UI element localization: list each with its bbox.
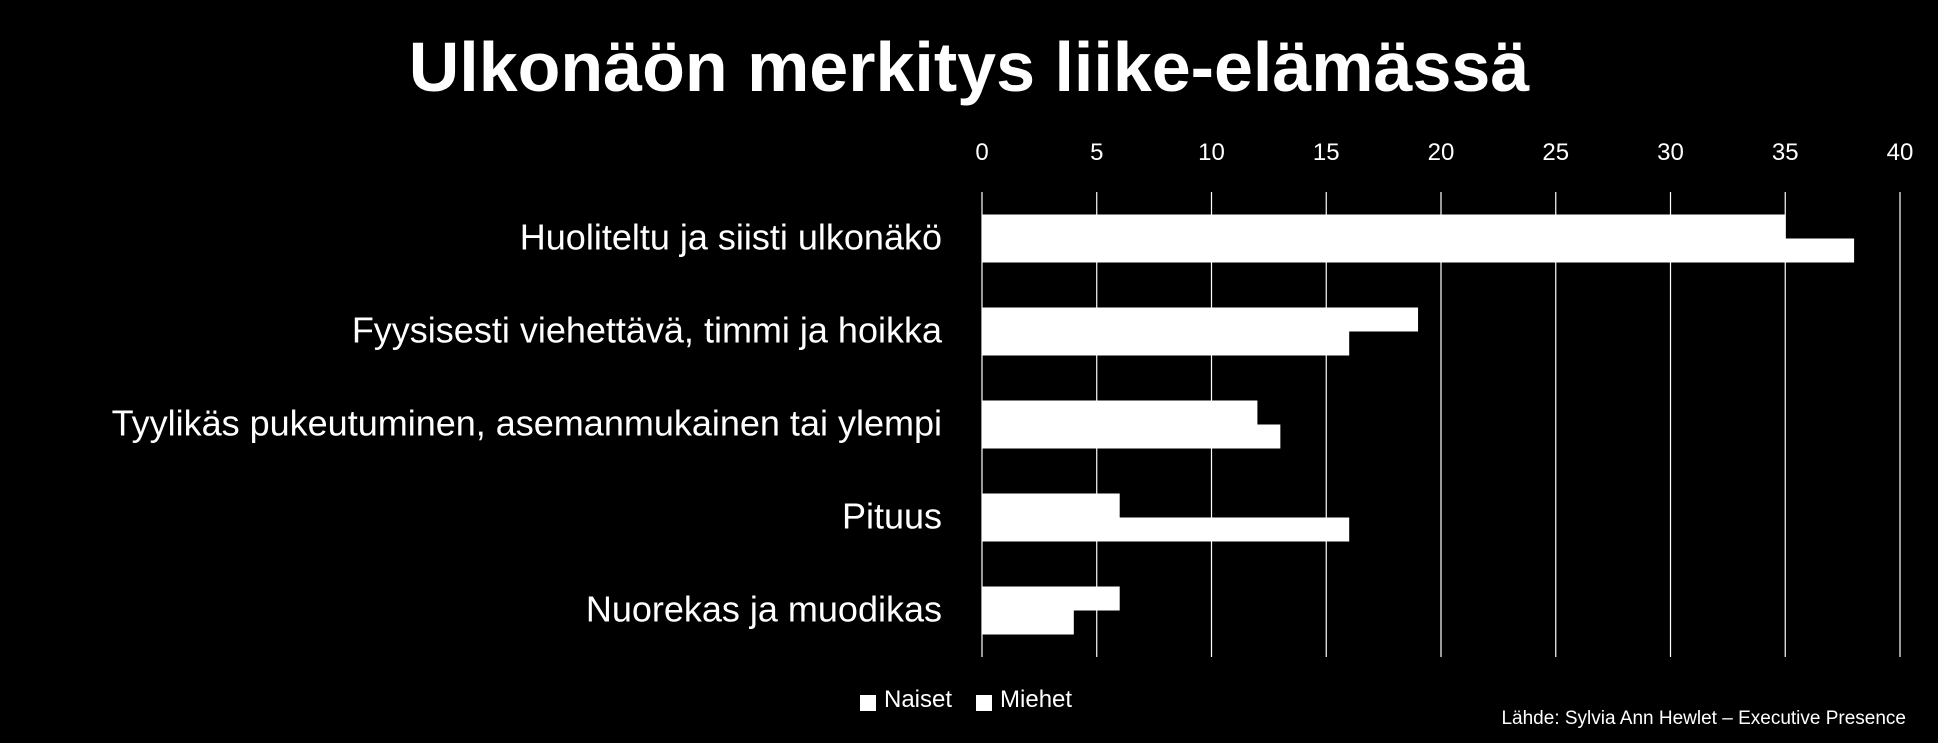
x-tick-label: 40 <box>1887 139 1914 166</box>
category-label: Pituus <box>842 496 942 537</box>
legend-swatch-naiset <box>860 695 876 711</box>
legend: Naiset Miehet <box>860 686 1096 714</box>
bar-miehet-3 <box>982 517 1350 542</box>
bar-miehet-0 <box>982 238 1855 263</box>
x-tick-label: 5 <box>1090 139 1103 166</box>
category-label: Huoliteltu ja siisti ulkonäkö <box>520 217 942 258</box>
legend-item-naiset: Naiset <box>860 686 952 714</box>
legend-swatch-miehet <box>976 695 993 711</box>
x-tick-label: 20 <box>1428 139 1455 166</box>
category-label: Tyylikäs pukeutuminen, asemanmukainen ta… <box>112 403 942 444</box>
x-tick-label: 10 <box>1198 139 1225 166</box>
x-tick-label: 35 <box>1772 139 1799 166</box>
bar-miehet-2 <box>982 424 1281 449</box>
bar-naiset-1 <box>982 307 1419 332</box>
legend-item-miehet: Miehet <box>976 686 1072 714</box>
x-tick-label: 15 <box>1313 139 1340 166</box>
bar-naiset-0 <box>982 214 1786 239</box>
category-label: Fyysisesti viehettävä, timmi ja hoikka <box>352 310 943 351</box>
bar-naiset-4 <box>982 586 1120 611</box>
bar-naiset-2 <box>982 400 1258 425</box>
bar-miehet-4 <box>982 610 1074 635</box>
x-tick-label: 25 <box>1542 139 1569 166</box>
category-label: Nuorekas ja muodikas <box>586 589 942 630</box>
legend-label-naiset: Naiset <box>884 686 953 713</box>
source-note: Lähde: Sylvia Ann Hewlet – Executive Pre… <box>1501 708 1906 729</box>
x-tick-label: 30 <box>1657 139 1684 166</box>
chart-title: Ulkonäön merkitys liike-elämässä <box>408 28 1530 106</box>
bar-miehet-1 <box>982 331 1350 356</box>
legend-label-miehet: Miehet <box>1000 686 1073 713</box>
x-tick-label: 0 <box>975 139 988 166</box>
bar-naiset-3 <box>982 493 1120 518</box>
